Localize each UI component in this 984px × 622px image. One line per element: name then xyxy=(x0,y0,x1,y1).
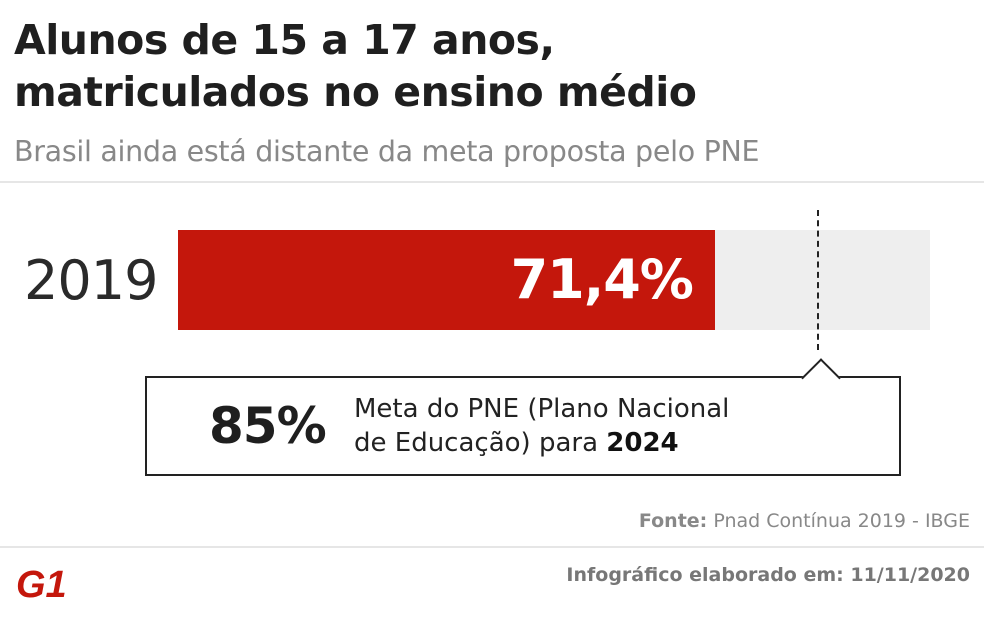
source-note: Fonte: Pnad Contínua 2019 - IBGE xyxy=(639,507,970,535)
chart-title-line-2: matriculados no ensino médio xyxy=(14,68,697,116)
target-callout: 85% Meta do PNE (Plano Nacional de Educa… xyxy=(145,358,901,476)
bar-2019: 71,4% xyxy=(178,230,715,330)
source-label: Fonte: xyxy=(638,510,708,532)
category-label: 2019 xyxy=(24,249,158,312)
top-divider xyxy=(0,181,984,183)
credit-note: Infográfico elaborado em: 11/11/2020 xyxy=(566,564,970,586)
target-description-text: de Educação) para xyxy=(354,428,599,458)
g1-logo: G1 xyxy=(16,566,67,600)
target-year: 2024 xyxy=(606,428,679,458)
target-value-label: 85% xyxy=(209,397,327,455)
chart-subtitle: Brasil ainda está distante da meta propo… xyxy=(14,135,760,168)
target-description-line-2: de Educação) para 2024 xyxy=(354,426,874,460)
bar-track: 71,4% xyxy=(178,230,930,330)
chart-title-line-1: Alunos de 15 a 17 anos, xyxy=(14,16,555,64)
source-text: Pnad Contínua 2019 - IBGE xyxy=(713,510,970,532)
target-description: Meta do PNE (Plano Nacional de Educação)… xyxy=(354,392,874,460)
target-description-line-1: Meta do PNE (Plano Nacional xyxy=(354,394,730,424)
bar-value-label: 71,4% xyxy=(510,248,694,311)
chart-title: Alunos de 15 a 17 anos, matriculados no … xyxy=(14,14,974,118)
target-marker-line xyxy=(817,210,820,350)
g1-logo-text: G1 xyxy=(16,566,67,600)
bottom-divider xyxy=(0,546,984,548)
